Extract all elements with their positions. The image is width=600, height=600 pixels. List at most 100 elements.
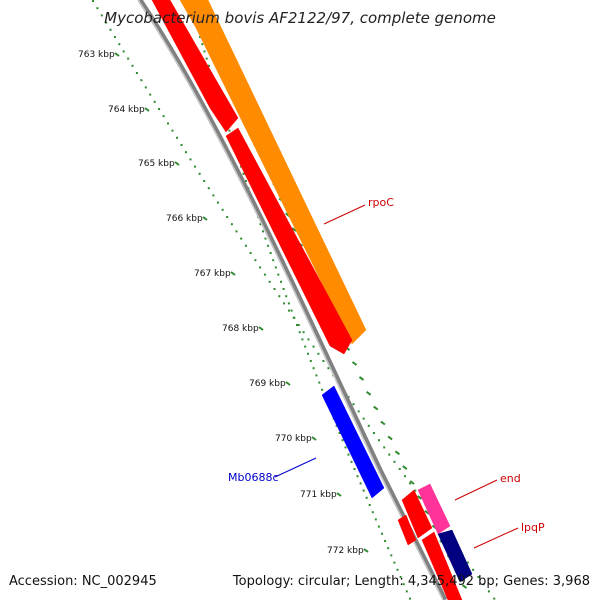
ruler-dot xyxy=(472,568,475,571)
misc-feature-end[interactable] xyxy=(417,483,451,535)
ruler-dot xyxy=(359,482,362,485)
tick-mark xyxy=(285,381,291,386)
ruler-dot xyxy=(262,230,264,233)
tick-label: 769 kbp xyxy=(249,379,286,389)
ruler-dot xyxy=(167,122,169,125)
ruler-dot xyxy=(285,295,288,298)
tick-label: 766 kbp xyxy=(166,214,203,224)
ruler-dot xyxy=(393,460,396,463)
ruler-tick xyxy=(394,450,400,456)
tick-mark xyxy=(144,107,150,112)
ruler-dot xyxy=(347,453,350,456)
tick-label: 771 kbp xyxy=(300,490,337,500)
ruler-dot xyxy=(301,338,304,341)
tick-mark xyxy=(114,52,120,57)
ruler-dot xyxy=(205,57,208,60)
ruler-dot xyxy=(381,532,383,535)
ruler-dot xyxy=(263,273,266,276)
ruler-dot xyxy=(212,194,215,197)
cds-segment-Mb0688c[interactable] xyxy=(321,385,385,499)
ruler-dot xyxy=(92,0,94,2)
ruler-dot xyxy=(109,28,112,31)
ruler-dot xyxy=(387,547,390,550)
ruler-dot xyxy=(365,496,368,499)
ruler-dot xyxy=(298,331,301,334)
ruler-dot xyxy=(309,360,312,362)
ruler-dot xyxy=(269,252,272,254)
ruler-dot xyxy=(244,180,247,182)
ruler-dot xyxy=(287,302,290,305)
ruler-dot xyxy=(388,453,391,456)
Mb0688c-leader-line xyxy=(274,457,317,478)
ruler-dot xyxy=(274,266,277,269)
ruler-dot xyxy=(280,280,282,283)
ruler-dot xyxy=(338,432,341,434)
cds-segment-upper[interactable] xyxy=(151,0,239,133)
ruler-dot xyxy=(307,338,310,341)
ruler-dot xyxy=(259,266,262,269)
gene-label-end[interactable]: end xyxy=(500,472,521,485)
ruler-dot xyxy=(307,352,309,355)
ruler-dot xyxy=(482,583,485,586)
ruler-dot xyxy=(194,165,197,168)
ruler-tick xyxy=(366,390,372,396)
ruler-dot xyxy=(199,36,202,38)
ruler-dot xyxy=(302,331,305,334)
cds-segment-lower[interactable] xyxy=(397,514,417,546)
tick-mark xyxy=(258,326,264,331)
tick-label: 770 kbp xyxy=(275,434,312,444)
ruler-dot xyxy=(409,597,411,600)
ruler-dot xyxy=(131,64,134,67)
ruler-dot xyxy=(144,86,147,89)
gene-label-Mb0688c[interactable]: Mb0688c xyxy=(228,471,279,484)
ruler-dot xyxy=(390,554,393,557)
ruler-dot xyxy=(384,540,387,542)
ruler-dot xyxy=(297,324,300,326)
ruler-dot xyxy=(290,309,293,312)
ruler-dot xyxy=(374,518,377,521)
gene-label-lpqP[interactable]: lpqP xyxy=(521,521,545,534)
gene-band-rpoC[interactable] xyxy=(179,0,367,345)
ruler-dot xyxy=(414,489,417,492)
feature-dark-lpqP[interactable] xyxy=(437,529,473,583)
genome-backbone xyxy=(137,0,448,600)
ruler-tick xyxy=(461,584,468,589)
ruler-dot xyxy=(377,525,380,528)
ruler-dot xyxy=(322,360,325,362)
ruler-tick xyxy=(409,480,415,485)
ruler-dot xyxy=(368,504,371,506)
tick-label: 763 kbp xyxy=(78,50,115,60)
ruler-dot xyxy=(352,403,355,406)
ruler-dot xyxy=(378,439,380,442)
ruler-dot xyxy=(189,158,192,161)
ruler-dot xyxy=(185,151,187,154)
ruler-dot xyxy=(288,309,290,312)
cds-segment-rpoC[interactable] xyxy=(225,127,353,355)
cds-segment-end[interactable] xyxy=(401,489,433,539)
ruler-dot xyxy=(259,223,262,226)
ruler-dot xyxy=(240,237,243,240)
ruler-dot xyxy=(105,21,108,24)
ruler-dot xyxy=(158,108,161,110)
ruler-dot xyxy=(273,288,276,290)
ruler-dot xyxy=(335,424,338,427)
ruler-tick xyxy=(402,465,408,470)
gene-label-rpoC[interactable]: rpoC xyxy=(368,196,394,209)
ruler-dot xyxy=(487,590,490,593)
ruler-dot xyxy=(318,381,321,384)
ruler-dot xyxy=(244,244,247,247)
ruler-dot xyxy=(267,244,270,247)
cds-segment-lpqP[interactable] xyxy=(421,531,463,600)
ruler-dot xyxy=(268,280,271,283)
ruler-dot xyxy=(203,50,206,53)
ruler-dot xyxy=(100,14,103,17)
ruler-dot xyxy=(293,316,296,319)
ruler-dot xyxy=(315,374,318,377)
ruler-dot xyxy=(208,64,210,67)
ruler-dot xyxy=(135,72,138,74)
end-leader-line xyxy=(454,479,498,501)
ruler-dot xyxy=(493,597,496,600)
tick-mark xyxy=(230,271,236,276)
ruler-dot xyxy=(201,43,204,46)
